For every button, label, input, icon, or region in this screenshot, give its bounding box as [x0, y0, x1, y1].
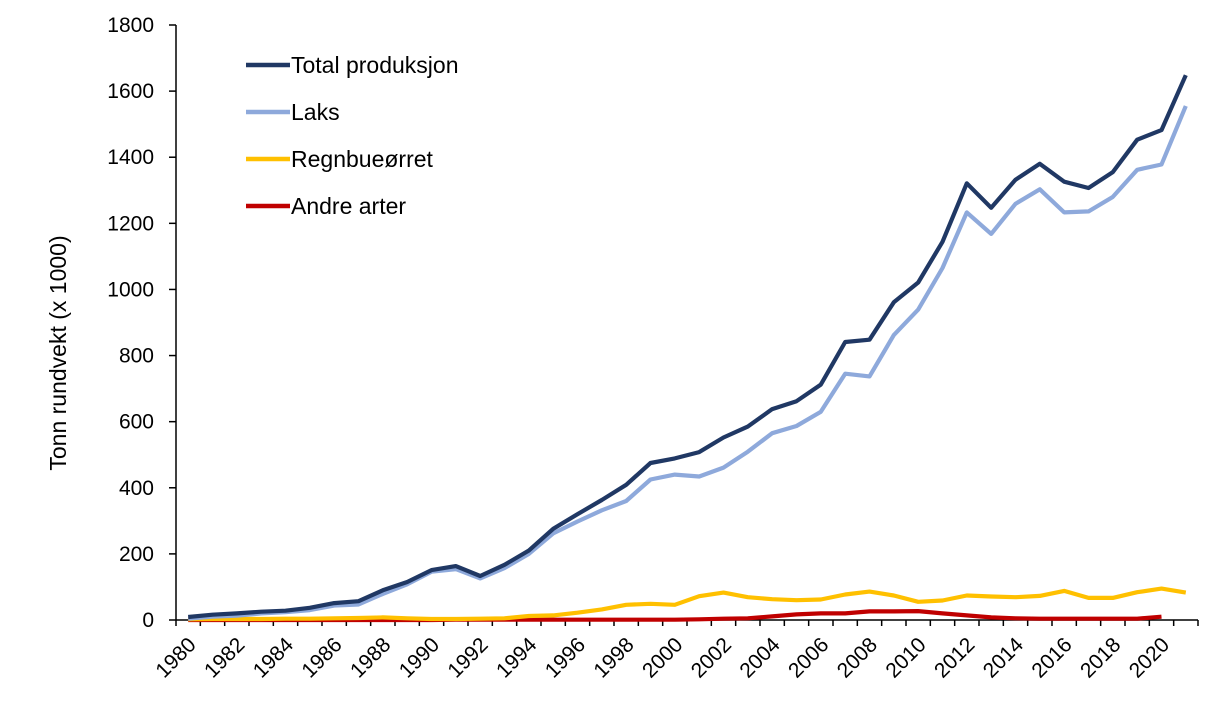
x-tick-label: 2016 — [1027, 633, 1076, 682]
x-tick-label: 1982 — [200, 633, 249, 682]
y-tick-label: 1200 — [107, 212, 154, 235]
x-tick-label: 1996 — [541, 633, 590, 682]
x-tick-label: 1992 — [443, 633, 492, 682]
x-tick-label: 1990 — [395, 633, 444, 682]
legend-label: Total produksjon — [291, 52, 459, 78]
x-tick-label: 2006 — [784, 633, 833, 682]
y-tick-label: 1800 — [107, 14, 154, 37]
y-axis-ticks: 0 200 400 600 800 1000 1200 1400 1600 1800 — [107, 14, 176, 632]
x-tick-label: 1998 — [589, 633, 638, 682]
legend: Total produksjon Laks Regnbueørret Andre ar… — [246, 52, 459, 219]
legend-label: Regnbueørret — [291, 146, 434, 172]
series-line-total-produksjon — [188, 74, 1188, 620]
series-lines — [188, 74, 1188, 623]
legend-label: Andre arter — [291, 193, 406, 219]
x-tick-label: 2010 — [881, 633, 930, 682]
x-tick-label: 2002 — [687, 633, 736, 682]
series-line-laks — [188, 105, 1188, 621]
x-tick-label: 2000 — [638, 633, 687, 682]
x-tick-label: 2020 — [1125, 633, 1174, 682]
x-tick-label: 2012 — [930, 633, 979, 682]
x-tick-label: 1984 — [249, 633, 299, 683]
x-tick-label: 1980 — [151, 633, 200, 682]
x-tick-label: 1994 — [492, 633, 542, 683]
y-tick-label: 800 — [119, 345, 154, 368]
x-tick-label: 1986 — [297, 633, 346, 682]
y-tick-label: 0 — [142, 609, 154, 632]
x-tick-label: 2004 — [735, 633, 785, 683]
x-tick-label: 2008 — [833, 633, 882, 682]
y-tick-label: 1600 — [107, 80, 154, 103]
y-tick-label: 200 — [119, 543, 154, 566]
x-tick-label: 1988 — [346, 633, 395, 682]
y-tick-label: 1400 — [107, 146, 154, 169]
y-tick-label: 400 — [119, 477, 154, 500]
y-tick-label: 1000 — [107, 278, 154, 301]
x-tick-label: 2018 — [1076, 633, 1125, 682]
x-tick-label: 2014 — [979, 633, 1029, 683]
series-line-regnbue-rret — [188, 586, 1187, 622]
legend-label: Laks — [291, 99, 340, 125]
y-axis-label: Tonn rundvekt (x 1000) — [45, 235, 71, 470]
y-tick-label: 600 — [119, 411, 154, 434]
x-axis-ticks: 1980 1982 1984 1986 1988 1990 1992 1994 1996 1998… — [151, 620, 1199, 683]
